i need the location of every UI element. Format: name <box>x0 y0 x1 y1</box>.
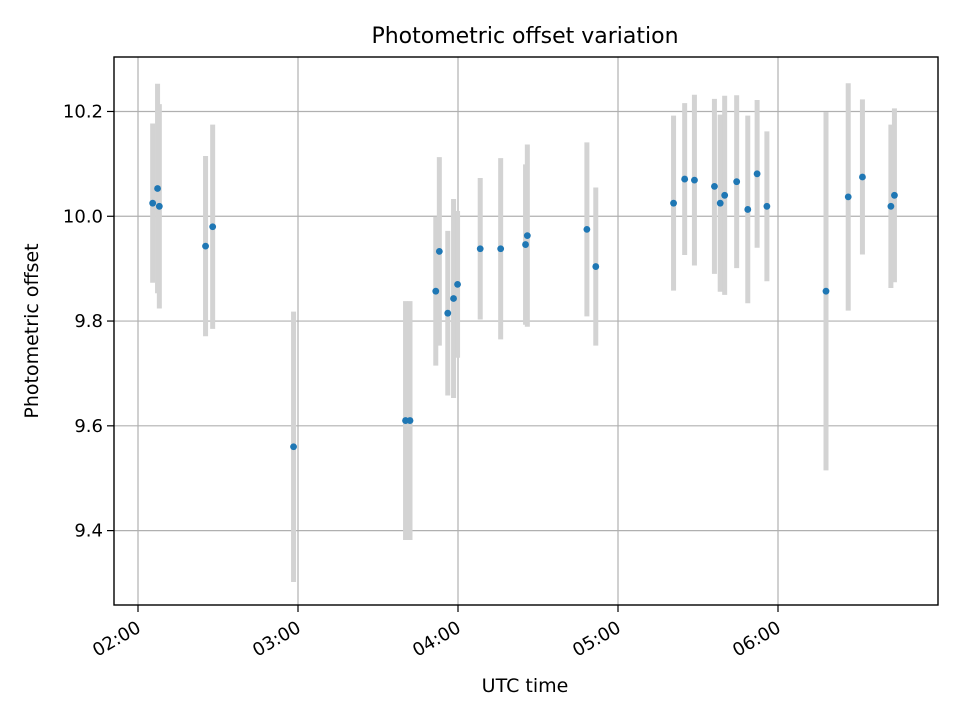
plot-frame <box>113 56 939 606</box>
data-point <box>209 223 217 231</box>
data-point <box>711 183 718 190</box>
data-point <box>763 202 771 210</box>
data-point <box>406 417 414 424</box>
data-point <box>432 287 440 295</box>
data-point <box>887 202 895 210</box>
data-point <box>691 176 698 184</box>
chart-title: Photometric offset variation <box>371 24 678 49</box>
y-tick-label: 9.8 <box>74 311 103 332</box>
data-point <box>497 245 505 253</box>
data-point <box>583 225 591 233</box>
y-axis-label: Photometric offset <box>21 243 43 418</box>
data-point <box>733 178 741 186</box>
y-tick-label: 10.2 <box>63 101 103 122</box>
data-point <box>155 202 163 210</box>
y-tick-label: 10.0 <box>63 206 103 227</box>
data-point <box>154 185 161 192</box>
data-point <box>476 245 484 253</box>
data-point <box>859 173 866 181</box>
y-axis-ticks: 9.4 9.6 9.8 10.0 10.2 <box>63 101 114 542</box>
data-point <box>149 199 157 207</box>
data-point <box>891 191 898 199</box>
data-point <box>844 193 852 201</box>
data-point <box>592 263 600 270</box>
data-point <box>721 191 729 199</box>
data-point <box>744 206 752 213</box>
y-tick-label: 9.4 <box>74 521 103 542</box>
data-point <box>716 199 724 207</box>
data-point <box>670 199 677 207</box>
y-tick-label: 9.6 <box>74 416 103 437</box>
data-point <box>435 247 443 255</box>
data-point <box>444 309 452 317</box>
x-axis-label: UTC time <box>482 675 569 697</box>
data-point <box>522 241 529 248</box>
data-point <box>681 175 689 183</box>
data-point <box>202 242 209 250</box>
data-point <box>454 280 461 288</box>
data-point <box>753 170 761 178</box>
data-point <box>290 443 297 451</box>
data-points <box>149 170 898 451</box>
data-point <box>822 287 830 295</box>
data-point <box>523 232 531 240</box>
data-point <box>450 295 457 302</box>
